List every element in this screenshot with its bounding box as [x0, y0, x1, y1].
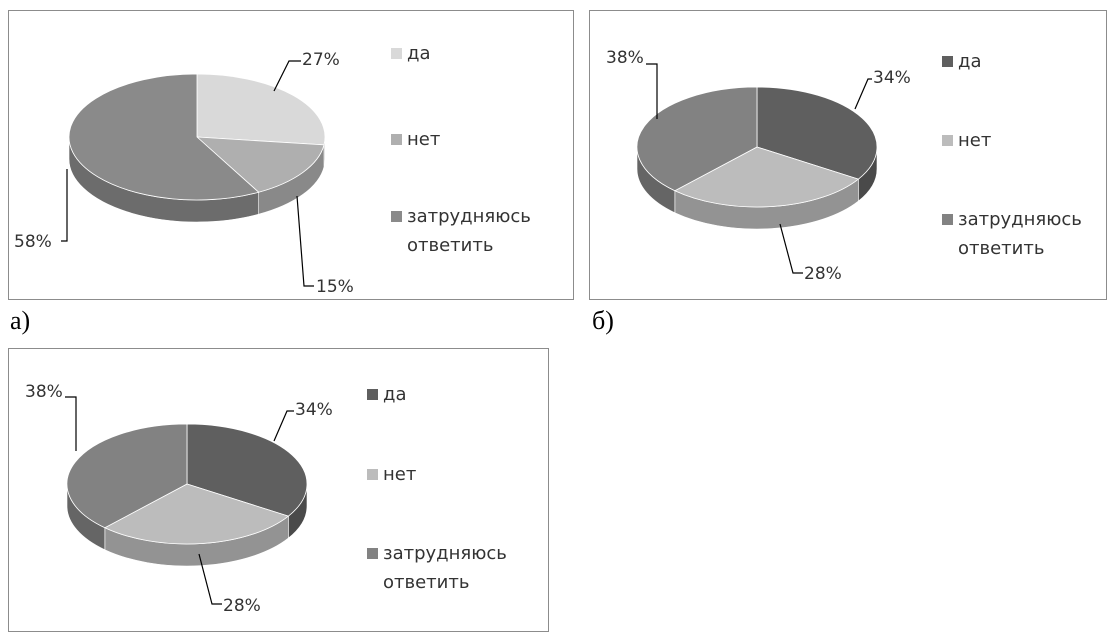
data-label: 58%	[14, 232, 52, 252]
data-label: 34%	[295, 400, 333, 420]
leader-line	[854, 78, 872, 110]
legend-swatch	[942, 214, 953, 225]
data-label: 38%	[606, 48, 644, 68]
chart-panel-c: 34% 28% 38% да нет затрудняюсь ответить	[8, 348, 549, 632]
legend-swatch	[391, 211, 402, 222]
data-label: 28%	[223, 596, 261, 616]
pie-slice-2	[195, 136, 325, 193]
pie-slice-3	[66, 423, 188, 529]
leader-line	[61, 169, 68, 242]
chart-panel-a: 27% 15% 58% да нет затрудняюсь ответить	[8, 10, 574, 300]
data-label: 34%	[873, 68, 911, 88]
pie-chart-a: 27% 15% 58% да нет затрудняюсь ответить	[14, 43, 531, 297]
legend-label: затрудняюсь ответить	[383, 543, 507, 593]
legend-label: нет	[958, 130, 991, 151]
pie-slice-2	[103, 483, 290, 545]
data-label: 38%	[25, 382, 63, 402]
data-label: 28%	[804, 264, 842, 284]
legend-swatch	[367, 548, 378, 559]
leader-line	[646, 63, 658, 119]
legend-swatch	[391, 48, 402, 59]
legend-label: затрудняюсь ответить	[407, 206, 531, 256]
legend-swatch	[391, 134, 402, 145]
legend-label: нет	[407, 129, 440, 150]
pie-slice-2	[673, 146, 860, 208]
pie-top	[636, 86, 878, 208]
pie-slice-1	[196, 73, 326, 146]
legend: да нет затрудняюсь ответить	[367, 384, 507, 593]
data-label: 27%	[302, 50, 340, 70]
leader-line	[65, 396, 77, 451]
legend-swatch	[367, 469, 378, 480]
legend-label: да	[407, 43, 430, 64]
legend-label: нет	[383, 464, 416, 485]
pie-top	[68, 73, 326, 201]
pie-slice-3	[68, 73, 260, 201]
leader-line	[779, 223, 803, 274]
legend: да нет затрудняюсь ответить	[942, 51, 1082, 259]
caption-a: а)	[10, 306, 31, 335]
chart-panel-b: 34% 28% 38% да нет затрудняюсь ответить	[589, 10, 1107, 300]
leader-line	[273, 60, 301, 92]
leader-line	[296, 195, 314, 287]
leader-line	[273, 410, 294, 442]
pie-chart-c: 34% 28% 38% да нет затрудняюсь ответить	[25, 382, 507, 616]
legend-label: затрудняюсь ответить	[958, 209, 1082, 259]
data-label: 15%	[316, 277, 354, 297]
caption-b: б)	[592, 306, 614, 335]
legend-swatch	[942, 56, 953, 67]
pie-chart-b: 34% 28% 38% да нет затрудняюсь ответить	[606, 48, 1082, 284]
pie-slice-3	[636, 86, 758, 192]
legend-swatch	[367, 389, 378, 400]
leader-line	[198, 553, 222, 605]
legend: да нет затрудняюсь ответить	[391, 43, 531, 256]
legend-label: да	[383, 384, 406, 405]
legend-label: да	[958, 51, 981, 72]
pie-top	[66, 423, 308, 545]
legend-swatch	[942, 135, 953, 146]
